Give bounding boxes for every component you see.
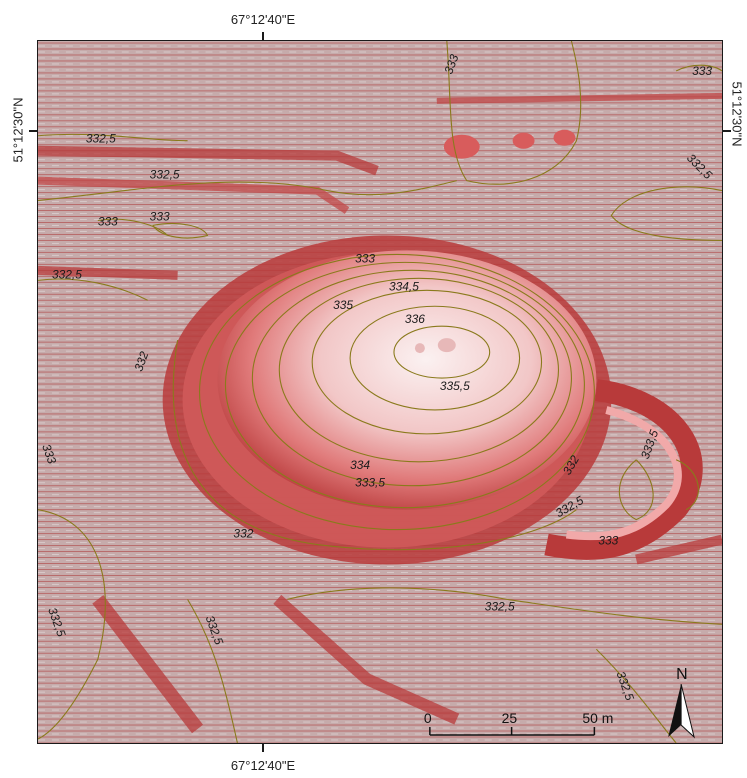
relief-blob xyxy=(553,129,576,146)
north-label: N xyxy=(676,666,688,683)
contour-label: 333 xyxy=(441,52,461,76)
relief-blob xyxy=(414,343,425,354)
longitude-label-top: 67°12'40"E xyxy=(230,12,296,27)
contour-label: 335,5 xyxy=(440,379,470,393)
contour-label: 333 xyxy=(150,210,170,224)
contour-label: 334,5 xyxy=(389,279,419,293)
contour-label: 333 xyxy=(598,534,618,548)
graticule-tick-top xyxy=(262,32,264,40)
graticule-tick-left xyxy=(29,130,37,132)
scale-label-25: 25 xyxy=(502,710,518,726)
relief-blob xyxy=(437,338,456,353)
contour-label: 333 xyxy=(692,64,712,78)
contour-label: 333 xyxy=(355,251,375,265)
contour-label: 336 xyxy=(405,312,425,326)
scale-label-0: 0 xyxy=(424,710,432,726)
graticule-tick-right xyxy=(723,130,731,132)
ridge-right-highlight xyxy=(565,406,682,541)
mound-body xyxy=(217,250,597,510)
longitude-label-bottom: 67°12'40"E xyxy=(230,758,296,773)
contour-label: 332 xyxy=(233,527,253,541)
contour-label: 332,5 xyxy=(52,267,82,281)
relief-blob xyxy=(443,134,480,159)
contour-label: 332,5 xyxy=(485,599,515,613)
relief-streaks xyxy=(38,92,722,734)
contour-label: 333,5 xyxy=(355,476,385,490)
contour-label: 332,5 xyxy=(150,168,180,182)
contour-label: 332,5 xyxy=(86,132,116,146)
scale-bar: 0 25 50 m xyxy=(424,710,613,736)
contour-label: 334 xyxy=(350,458,370,472)
contour-lines xyxy=(38,41,722,743)
contour-label: 333 xyxy=(98,214,118,228)
relief-blob xyxy=(512,132,535,149)
relief-map: 333 333 332,5 332,5 332,5 333 333 332,5 … xyxy=(38,41,722,743)
latitude-label-right: 51°12'30"N xyxy=(729,81,745,147)
graticule-tick-bottom xyxy=(262,744,264,752)
latitude-label-left: 51°12'30"N xyxy=(10,97,26,163)
map-frame: 333 333 332,5 332,5 332,5 333 333 332,5 … xyxy=(37,40,723,744)
contour-label: 333 xyxy=(39,442,59,466)
contour-label: 332 xyxy=(131,349,151,373)
contour-label: 335 xyxy=(333,298,353,312)
ridge-right xyxy=(544,379,703,560)
scale-label-50: 50 m xyxy=(582,710,613,726)
